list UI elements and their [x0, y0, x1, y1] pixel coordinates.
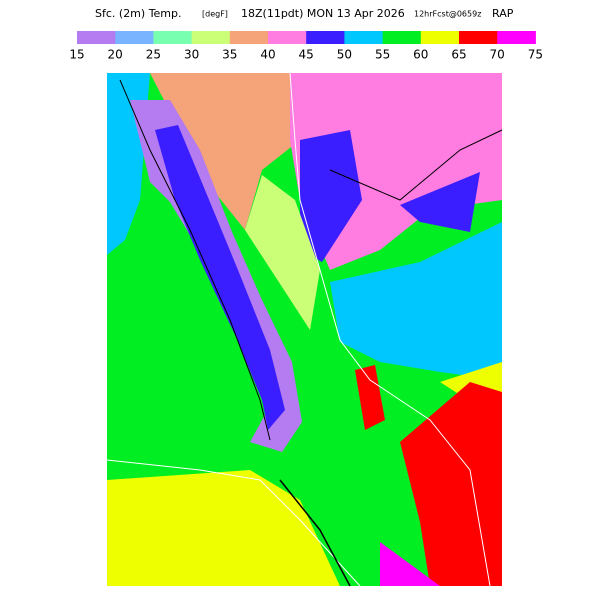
color-label: 65 — [451, 48, 466, 62]
color-swatch — [459, 31, 498, 44]
color-swatch — [191, 31, 231, 44]
contour — [279, 479, 351, 587]
color-swatch — [153, 31, 193, 44]
color-label: 35 — [222, 48, 237, 62]
map-field — [300, 130, 362, 262]
color-swatch — [497, 31, 536, 44]
color-label: 30 — [184, 48, 199, 62]
colorbar: 15 20 25 30 35 40 45 50 55 60 65 70 75 — [69, 31, 543, 62]
map-field — [355, 365, 385, 430]
color-swatch — [115, 31, 154, 44]
state-border — [289, 72, 491, 587]
border — [106, 459, 361, 587]
color-label: 70 — [490, 48, 505, 62]
color-label: 25 — [146, 48, 161, 62]
contour — [119, 79, 271, 441]
map-field — [245, 175, 320, 330]
color-label: 55 — [375, 48, 390, 62]
map-field — [330, 222, 502, 380]
map-field — [107, 470, 340, 586]
title-time: 18Z(11pdt) MON 13 Apr 2026 — [241, 7, 405, 20]
contour — [329, 129, 503, 201]
color-swatch — [268, 31, 307, 44]
color-label: 45 — [299, 48, 314, 62]
title-forecast: 12hrFcst@0659z — [414, 10, 481, 19]
map — [106, 72, 503, 587]
color-label: 50 — [337, 48, 352, 62]
color-swatch — [420, 31, 460, 44]
title-field: Sfc. (2m) Temp. — [95, 7, 182, 20]
map-field — [400, 382, 502, 586]
title-units: [degF] — [202, 10, 228, 19]
map-field — [400, 172, 480, 232]
map-field — [150, 73, 300, 230]
color-label: 60 — [413, 48, 428, 62]
color-swatch — [344, 31, 384, 44]
color-swatch — [382, 31, 422, 44]
map-field — [380, 542, 440, 586]
map-field — [155, 125, 285, 430]
color-label: 20 — [108, 48, 123, 62]
color-label: 75 — [528, 48, 543, 62]
color-swatch — [229, 31, 269, 44]
color-label: 40 — [260, 48, 275, 62]
color-swatch — [77, 31, 116, 44]
title-model: RAP — [492, 7, 514, 20]
color-swatch — [306, 31, 345, 44]
color-label: 15 — [69, 48, 84, 62]
